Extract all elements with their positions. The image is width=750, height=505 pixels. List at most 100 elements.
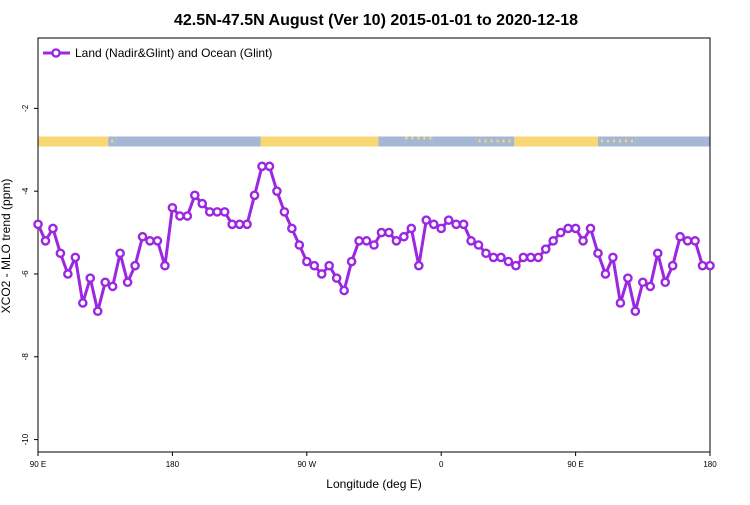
data-point xyxy=(55,248,66,259)
data-point xyxy=(130,260,140,271)
data-point xyxy=(279,207,290,217)
data-point xyxy=(540,244,551,254)
data-point xyxy=(264,161,275,172)
surface-strip-speck xyxy=(619,139,621,143)
plot-area: -2 -4 -6 -8 -10 90 E 180 90 W 0 90 E 180 Land (Nadi… xyxy=(21,37,717,469)
surface-strip-segment xyxy=(38,136,109,147)
surface-strip-segment xyxy=(433,136,476,147)
data-point xyxy=(212,207,222,217)
data-point xyxy=(40,236,51,246)
data-point xyxy=(48,223,58,234)
data-point xyxy=(272,186,282,196)
surface-strip-speck xyxy=(490,139,493,143)
surface-strip-speck xyxy=(496,139,499,143)
data-point xyxy=(242,219,252,230)
data-point xyxy=(227,219,237,230)
data-point xyxy=(458,219,469,230)
data-point xyxy=(160,260,170,271)
data-point xyxy=(473,240,484,250)
data-point xyxy=(481,248,491,259)
data-point xyxy=(309,260,320,271)
data-point xyxy=(204,207,215,217)
surface-strip-speck xyxy=(411,136,414,140)
data-point xyxy=(406,223,417,234)
y-tick-label: -8 xyxy=(21,353,30,361)
data-point xyxy=(652,248,663,259)
data-point xyxy=(555,227,566,238)
data-point xyxy=(145,236,155,246)
surface-strip-speck xyxy=(601,139,603,143)
surface-strip-speck xyxy=(111,139,114,143)
data-point xyxy=(548,236,559,246)
data-point xyxy=(660,277,671,288)
data-point xyxy=(451,219,461,230)
x-axis-label: Longitude (deg E) xyxy=(326,477,421,491)
data-point xyxy=(85,273,96,283)
data-point xyxy=(257,161,267,172)
y-tick-label: -6 xyxy=(21,270,30,278)
surface-strip-segment xyxy=(260,136,379,147)
surface-strip-segment xyxy=(405,136,434,147)
data-point xyxy=(615,298,626,308)
data-point xyxy=(563,223,573,234)
y-tick-label: -4 xyxy=(21,187,30,195)
data-point xyxy=(234,219,245,230)
surface-strip-speck xyxy=(625,139,627,143)
surface-strip-speck xyxy=(607,139,609,143)
surface-strip-speck xyxy=(417,136,420,140)
data-point xyxy=(287,223,297,234)
data-point xyxy=(346,256,357,267)
data-point xyxy=(436,223,447,234)
x-tick-label: 90 E xyxy=(30,460,46,469)
data-point xyxy=(33,219,43,230)
data-point xyxy=(301,256,312,267)
y-tick-label: -2 xyxy=(21,104,30,112)
surface-strip-speck xyxy=(502,139,505,143)
data-point xyxy=(697,260,708,271)
data-point xyxy=(511,260,521,271)
data-point xyxy=(630,306,641,317)
data-point xyxy=(122,277,133,288)
surface-strip-speck xyxy=(423,136,426,140)
surface-strip-segment xyxy=(475,136,515,147)
data-point xyxy=(219,207,230,217)
surface-strip-segment xyxy=(514,136,598,147)
surface-strip-speck xyxy=(484,139,487,143)
data-point xyxy=(399,231,409,242)
data-point xyxy=(182,211,193,221)
data-point xyxy=(107,281,118,292)
data-point xyxy=(421,215,432,225)
data-point xyxy=(384,227,394,238)
data-point xyxy=(197,198,208,209)
data-point xyxy=(63,269,73,279)
data-point xyxy=(70,252,81,263)
surface-strip-speck xyxy=(508,139,511,143)
data-point xyxy=(466,236,476,246)
data-point xyxy=(100,277,110,288)
data-point xyxy=(339,285,349,296)
data-point xyxy=(593,248,603,259)
surface-strip-speck xyxy=(478,139,481,143)
legend-label: Land (Nadir&Glint) and Ocean (Glint) xyxy=(75,46,272,60)
y-tick-label: -10 xyxy=(21,433,30,445)
surface-strip-segment xyxy=(598,136,636,147)
data-point xyxy=(167,202,178,213)
data-point xyxy=(503,256,514,267)
x-tick-label: 90 W xyxy=(297,460,316,469)
data-point xyxy=(578,236,588,246)
data-point xyxy=(331,273,342,283)
data-point xyxy=(518,252,529,263)
data-point xyxy=(152,236,163,246)
surface-strip-speck xyxy=(613,139,615,143)
data-point xyxy=(354,236,364,246)
x-tick-label: 180 xyxy=(166,460,180,469)
data-point xyxy=(189,190,200,201)
data-point xyxy=(526,252,536,263)
data-point xyxy=(600,269,611,279)
data-point xyxy=(376,227,387,238)
plot-frame xyxy=(37,37,711,453)
data-point xyxy=(361,236,372,246)
y-axis-label: XCO2 - MLO trend (ppm) xyxy=(0,179,13,314)
